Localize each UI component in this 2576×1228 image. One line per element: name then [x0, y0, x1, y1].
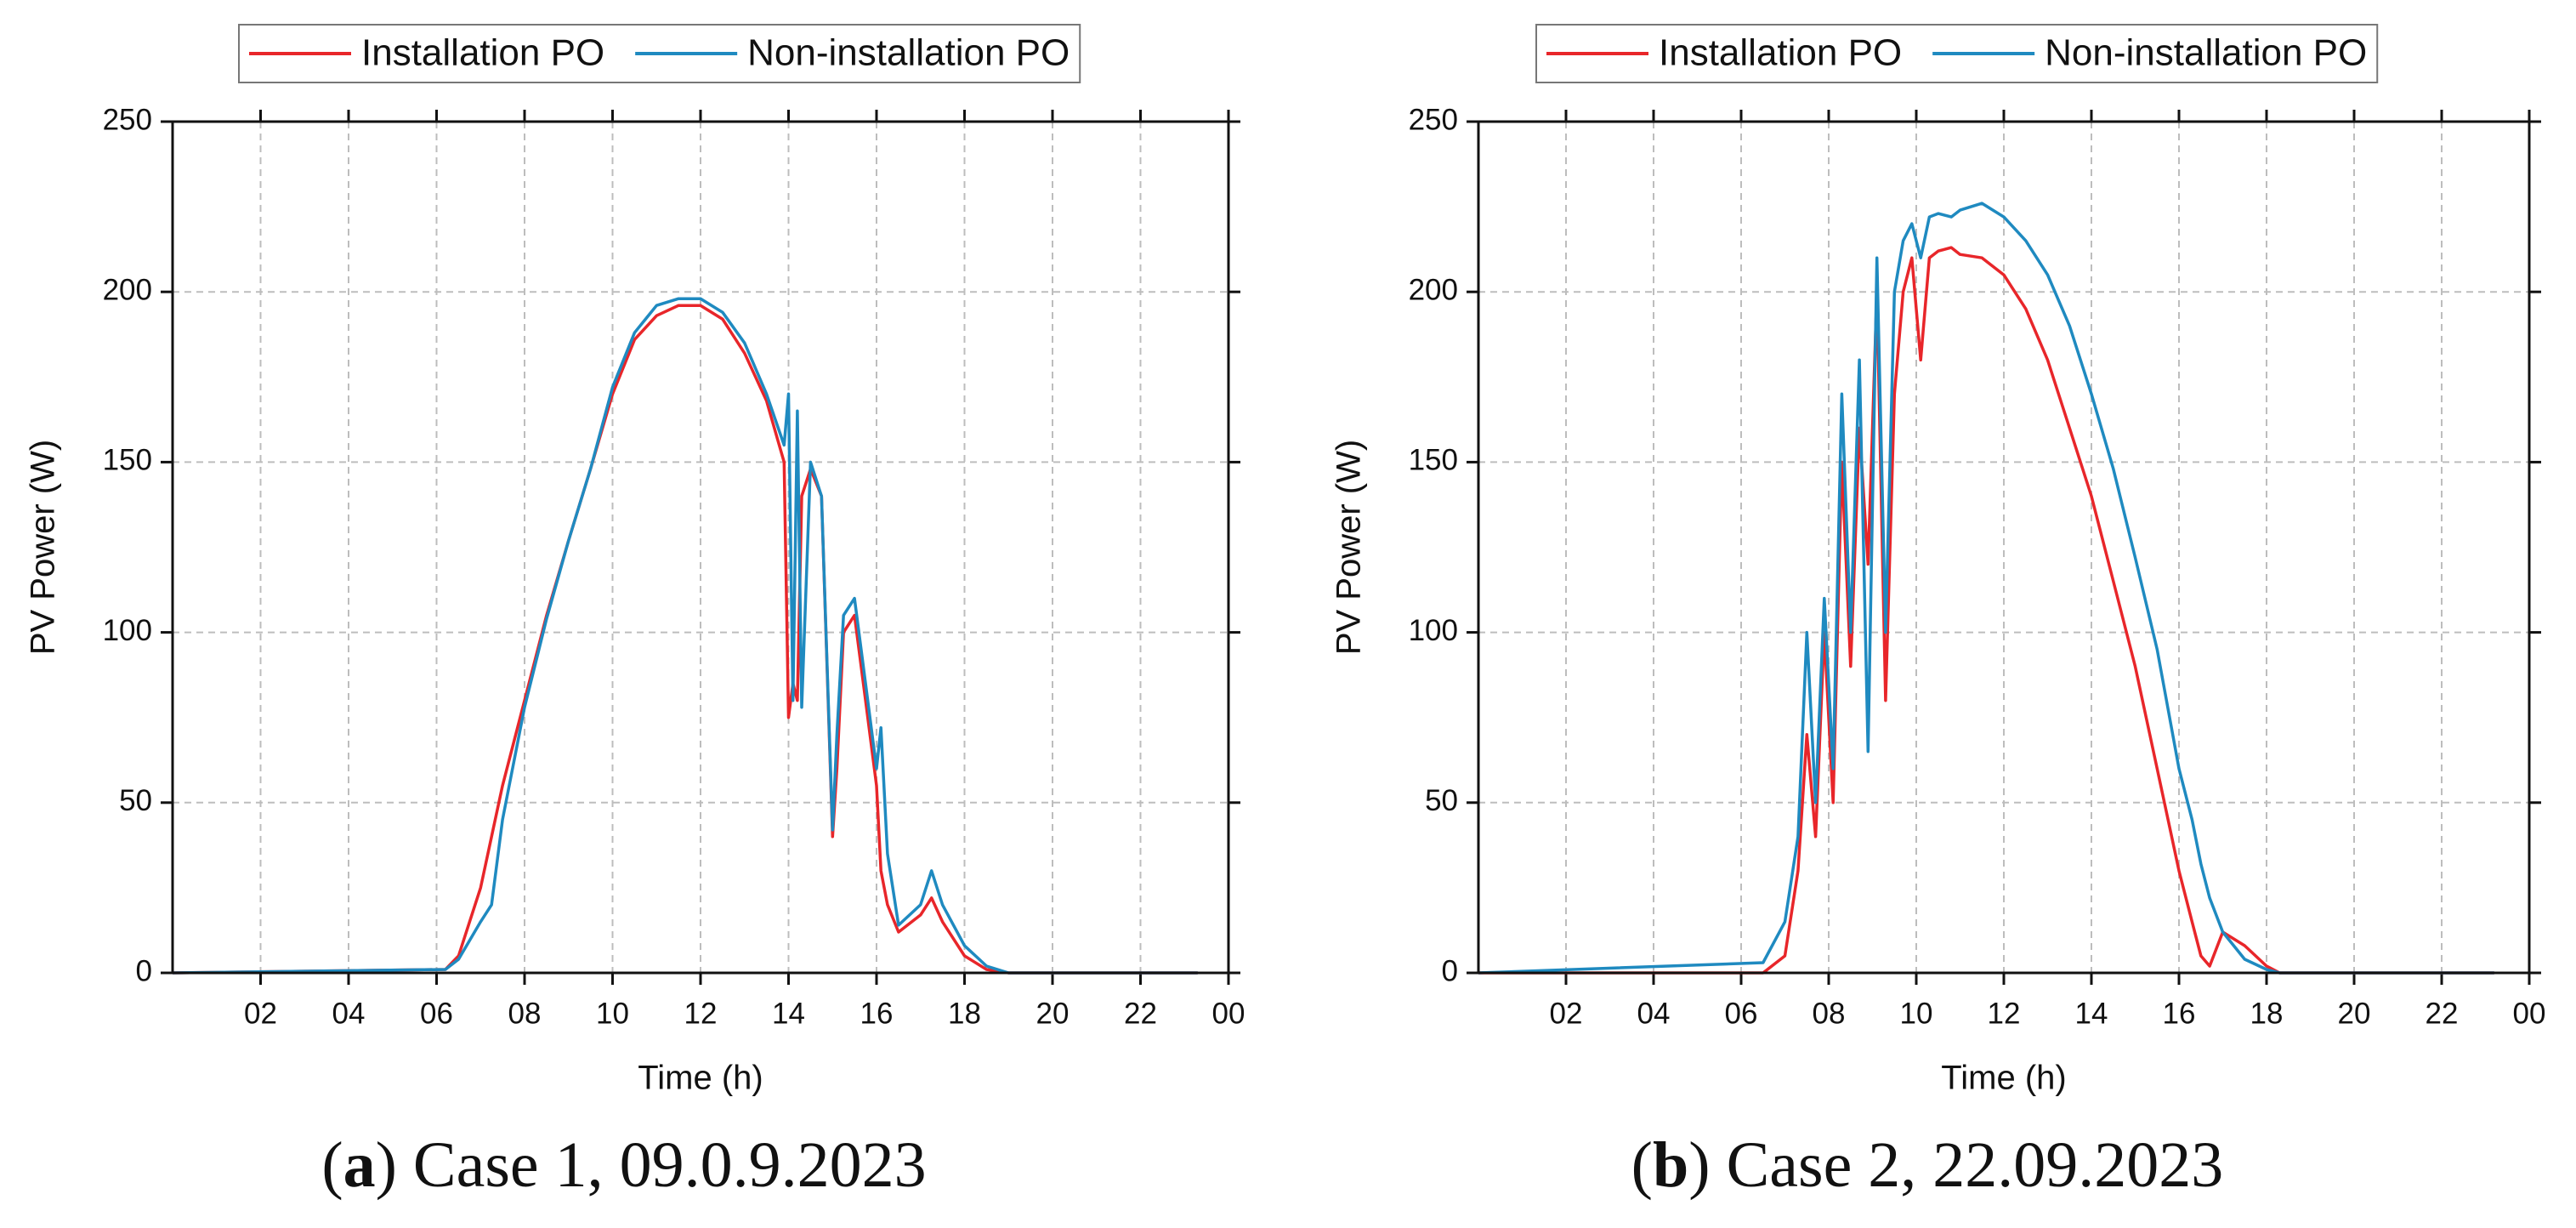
- series-line: [1478, 202, 2494, 975]
- y-tick-label: 50: [119, 784, 152, 817]
- x-tick-label: 02: [244, 997, 277, 1030]
- y-tick-label: 100: [1409, 614, 1458, 647]
- caption-prefix: (: [1631, 1129, 1653, 1201]
- y-tick-label: 200: [1409, 273, 1458, 306]
- x-tick-label: 04: [332, 997, 366, 1030]
- x-tick-label: 06: [1725, 997, 1758, 1030]
- y-tick-label: 0: [1442, 954, 1458, 987]
- x-tick-label: 02: [1550, 997, 1583, 1030]
- series-line: [1478, 246, 2494, 975]
- chart: 0 50 100 150 200 250 02 04 06 08 10 12 14 16 18 20 22 00 T…: [1331, 24, 2546, 1201]
- x-tick-label: 12: [1988, 997, 2021, 1030]
- legend: Installation PO Non-installation PO: [1535, 24, 2379, 83]
- legend-label: Installation PO: [361, 32, 604, 74]
- x-tick-label: 20: [2338, 997, 2371, 1030]
- y-tick-label: 0: [136, 954, 152, 987]
- x-tick-label: 18: [948, 997, 981, 1030]
- x-axis-label: Time (h): [638, 1060, 763, 1097]
- x-tick-label: 08: [508, 997, 542, 1030]
- x-tick-label: 08: [1813, 997, 1846, 1030]
- legend-label: Non-installation PO: [2045, 32, 2367, 74]
- y-axis-label: PV Power (W): [1331, 440, 1368, 655]
- y-axis-label: PV Power (W): [25, 440, 62, 655]
- x-tick-label: 14: [772, 997, 805, 1030]
- x-tick-label: 04: [1637, 997, 1671, 1030]
- caption-letter: a: [343, 1129, 376, 1201]
- x-tick-label: 14: [2075, 997, 2108, 1030]
- x-axis-label: Time (h): [1941, 1060, 2066, 1097]
- caption: (a) Case 1, 09.0.9.2023: [321, 1129, 926, 1201]
- y-tick-label: 50: [1425, 784, 1458, 817]
- x-tick-label: 22: [2426, 997, 2459, 1030]
- x-tick-label: 22: [1124, 997, 1157, 1030]
- y-tick-label: 150: [103, 444, 152, 477]
- plot-frame: [1477, 120, 2531, 975]
- caption-letter: b: [1653, 1129, 1688, 1201]
- caption-text: ) Case 2, 22.09.2023: [1688, 1129, 2223, 1201]
- plot-frame: [171, 120, 1230, 975]
- caption: (b) Case 2, 22.09.2023: [1631, 1129, 2224, 1201]
- caption-prefix: (: [321, 1129, 343, 1201]
- caption-text: ) Case 1, 09.0.9.2023: [376, 1129, 927, 1201]
- legend: Installation PO Non-installation PO: [238, 24, 1081, 83]
- y-tick-label: 100: [103, 614, 152, 647]
- chart: 0 50 100 150 200 250 02 04 06 08 10 12 14 16 18 20 22 00 T…: [25, 24, 1245, 1201]
- x-tick-label: 10: [1900, 997, 1933, 1030]
- x-tick-label: 16: [860, 997, 894, 1030]
- x-tick-label: 18: [2250, 997, 2284, 1030]
- y-tick-label: 250: [1409, 103, 1458, 136]
- x-tick-label: 12: [684, 997, 718, 1030]
- x-tick-label: 16: [2163, 997, 2196, 1030]
- series-line: [172, 304, 1198, 975]
- series-line: [172, 297, 1198, 975]
- x-tick-label: 00: [1212, 997, 1245, 1030]
- x-tick-label: 10: [596, 997, 629, 1030]
- x-tick-label: 20: [1036, 997, 1070, 1030]
- x-tick-label: 06: [420, 997, 453, 1030]
- y-tick-label: 250: [103, 103, 152, 136]
- legend-label: Non-installation PO: [747, 32, 1070, 74]
- x-tick-label: 00: [2513, 997, 2546, 1030]
- y-tick-label: 150: [1409, 444, 1458, 477]
- y-tick-label: 200: [103, 273, 152, 306]
- legend-label: Installation PO: [1659, 32, 1902, 74]
